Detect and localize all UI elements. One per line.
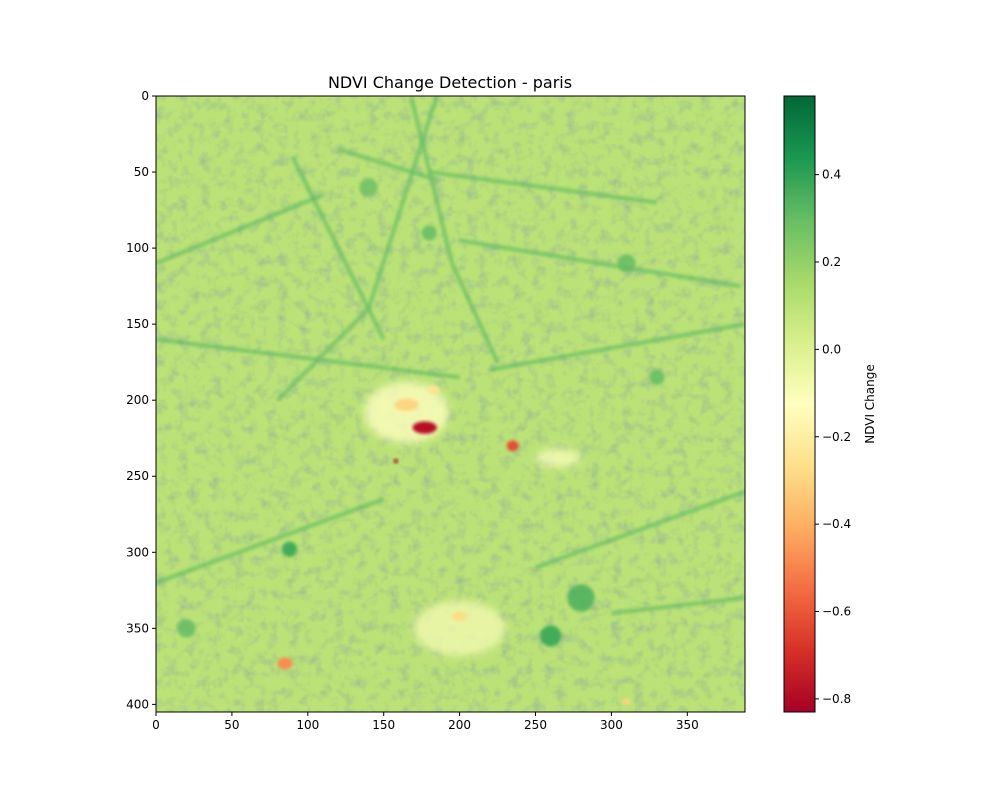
heatmap-features xyxy=(156,96,745,705)
green-corridor-line-13 xyxy=(290,155,386,341)
vegetation-gain-patch-0 xyxy=(281,541,298,557)
vegetation-gain-patch-2 xyxy=(540,625,562,647)
colorbar-gradient xyxy=(783,95,816,713)
x-tick-label: 350 xyxy=(676,718,699,732)
colorbar-tick-label: −0.8 xyxy=(822,692,851,706)
colorbar-ticks: −0.8 −0.6 −0.4 −0.2 0.0 0.2 0.4 xyxy=(815,168,851,706)
vegetation-gain-patch-3 xyxy=(617,254,636,273)
green-corridor-line-8 xyxy=(156,337,460,380)
vegetation-gain-patch-7 xyxy=(421,225,437,241)
x-tick-label: 50 xyxy=(224,718,239,732)
x-tick-label: 150 xyxy=(372,718,395,732)
vegetation-gain-patch-5 xyxy=(649,369,665,385)
low-change-area-1 xyxy=(414,600,506,656)
green-corridor-line-6 xyxy=(428,170,658,205)
green-corridor-line-0 xyxy=(156,193,324,266)
green-corridor-line-3 xyxy=(450,262,500,364)
green-corridor-line-7 xyxy=(459,238,741,289)
vegetation-gain-patch-6 xyxy=(177,619,196,638)
colorbar-tick-label: −0.4 xyxy=(822,517,851,531)
colorbar-tick-label: 0.4 xyxy=(822,168,841,182)
x-axis: 0 50 100 150 200 250 300 350 xyxy=(152,712,699,732)
vegetation-gain-patch-1 xyxy=(567,584,595,612)
y-tick-label: 0 xyxy=(141,89,149,103)
y-tick-label: 200 xyxy=(126,393,149,407)
green-corridor-line-12 xyxy=(611,595,745,616)
vegetation-loss-spot-2 xyxy=(393,458,399,464)
heatmap-plot-area xyxy=(156,96,745,712)
vegetation-loss-spot-7 xyxy=(622,698,632,705)
y-tick-label: 350 xyxy=(126,621,149,635)
chart-title: NDVI Change Detection - paris xyxy=(328,73,572,92)
vegetation-loss-spot-4 xyxy=(394,398,419,411)
y-tick-label: 50 xyxy=(134,165,149,179)
vegetation-loss-spot-0 xyxy=(412,421,437,434)
vegetation-loss-spot-6 xyxy=(452,611,468,621)
colorbar: −0.8 −0.6 −0.4 −0.2 0.0 0.2 0.4 NDVI Change xyxy=(783,95,877,713)
green-corridor-line-11 xyxy=(534,489,745,570)
y-tick-label: 100 xyxy=(126,241,149,255)
vegetation-loss-spot-1 xyxy=(506,440,519,452)
y-tick-label: 300 xyxy=(126,545,149,559)
y-tick-label: 250 xyxy=(126,469,149,483)
vegetation-gain-patch-4 xyxy=(359,178,378,197)
colorbar-tick-label: −0.2 xyxy=(822,430,851,444)
green-corridor-line-2 xyxy=(409,96,454,264)
x-tick-label: 300 xyxy=(600,718,623,732)
y-tick-label: 400 xyxy=(126,697,149,711)
x-tick-label: 100 xyxy=(296,718,319,732)
colorbar-tick-label: −0.6 xyxy=(822,605,851,619)
plot-frame xyxy=(155,95,746,713)
x-tick-label: 200 xyxy=(448,718,471,732)
y-tick-label: 150 xyxy=(126,317,149,331)
green-corridor-line-1 xyxy=(337,147,438,182)
vegetation-loss-spot-5 xyxy=(427,384,440,395)
colorbar-tick-label: 0.2 xyxy=(822,255,841,269)
green-corridor-line-10 xyxy=(156,497,385,585)
colorbar-tick-label: 0.0 xyxy=(822,342,841,356)
x-tick-label: 0 xyxy=(152,718,160,732)
vegetation-loss-spot-3 xyxy=(277,657,293,670)
green-corridor-line-9 xyxy=(489,322,745,372)
low-change-area-2 xyxy=(535,448,582,468)
x-tick-label: 250 xyxy=(524,718,547,732)
y-axis: 0 50 100 150 200 250 300 350 400 xyxy=(126,89,156,711)
green-corridor-line-4 xyxy=(366,96,439,310)
green-corridor-line-5 xyxy=(276,307,370,402)
colorbar-label: NDVI Change xyxy=(863,364,877,444)
